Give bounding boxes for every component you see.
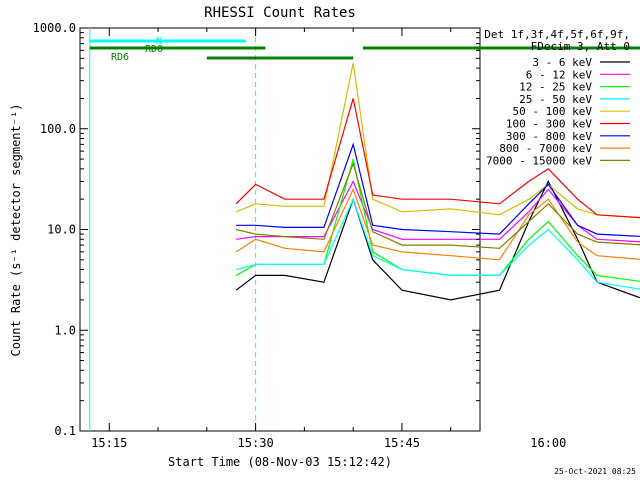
legend-label: 25 - 50 keV <box>519 93 592 106</box>
series-line-1 <box>236 179 640 243</box>
y-tick-label: 10.0 <box>47 223 76 237</box>
legend-label: 50 - 100 keV <box>513 105 593 118</box>
series-line-3 <box>235 197 640 290</box>
x-tick-label: 15:15 <box>91 436 127 450</box>
y-tick-label: 0.1 <box>54 424 76 438</box>
y-tick-label: 1000.0 <box>33 21 76 35</box>
x-axis-label: Start Time (08-Nov-03 15:12:42) <box>168 455 392 469</box>
series-line-6 <box>236 142 640 237</box>
legend-label: 7000 - 15000 keV <box>486 154 592 167</box>
series-line-5 <box>235 98 640 219</box>
y-axis-ticks: 0.1 1.0 10.0 100.0 1000.0 <box>33 21 480 438</box>
legend-label: 100 - 300 keV <box>506 118 592 131</box>
footer-timestamp: 25-Oct-2021 08:25 <box>554 467 636 476</box>
instrument-state-bars <box>89 39 640 60</box>
x-tick-label: 15:30 <box>238 436 274 450</box>
label-n: N <box>156 36 162 47</box>
instrument-state-vertical-lines <box>89 28 257 431</box>
x-tick-label: 16:00 <box>530 436 566 450</box>
y-tick-label: 1.0 <box>54 323 76 337</box>
label-rd0: RD0 <box>145 44 163 55</box>
legend-header-line-1: Det 1f,3f,4f,5f,6f,9f, <box>484 28 630 41</box>
chart-title: RHESSI Count Rates <box>204 5 356 21</box>
legend-label: 300 - 800 keV <box>506 130 592 143</box>
series-layer <box>235 62 640 301</box>
y-tick-label: 100.0 <box>40 122 76 136</box>
legend-label: 6 - 12 keV <box>526 68 593 81</box>
legend-label: 3 - 6 keV <box>532 56 592 69</box>
x-tick-label: 15:45 <box>384 436 420 450</box>
legend-label: 12 - 25 keV <box>519 81 592 94</box>
y-axis-label: Count Rate (s⁻¹ detector segment⁻¹) <box>9 104 23 357</box>
legend-header-line-2: FDecim 3, Att 0 <box>531 40 630 53</box>
series-line-7 <box>235 187 640 261</box>
series-line-4 <box>235 62 640 219</box>
legend-label: 800 - 7000 keV <box>499 142 592 155</box>
series-line-8 <box>235 161 640 249</box>
label-rd6: RD6 <box>111 52 129 63</box>
